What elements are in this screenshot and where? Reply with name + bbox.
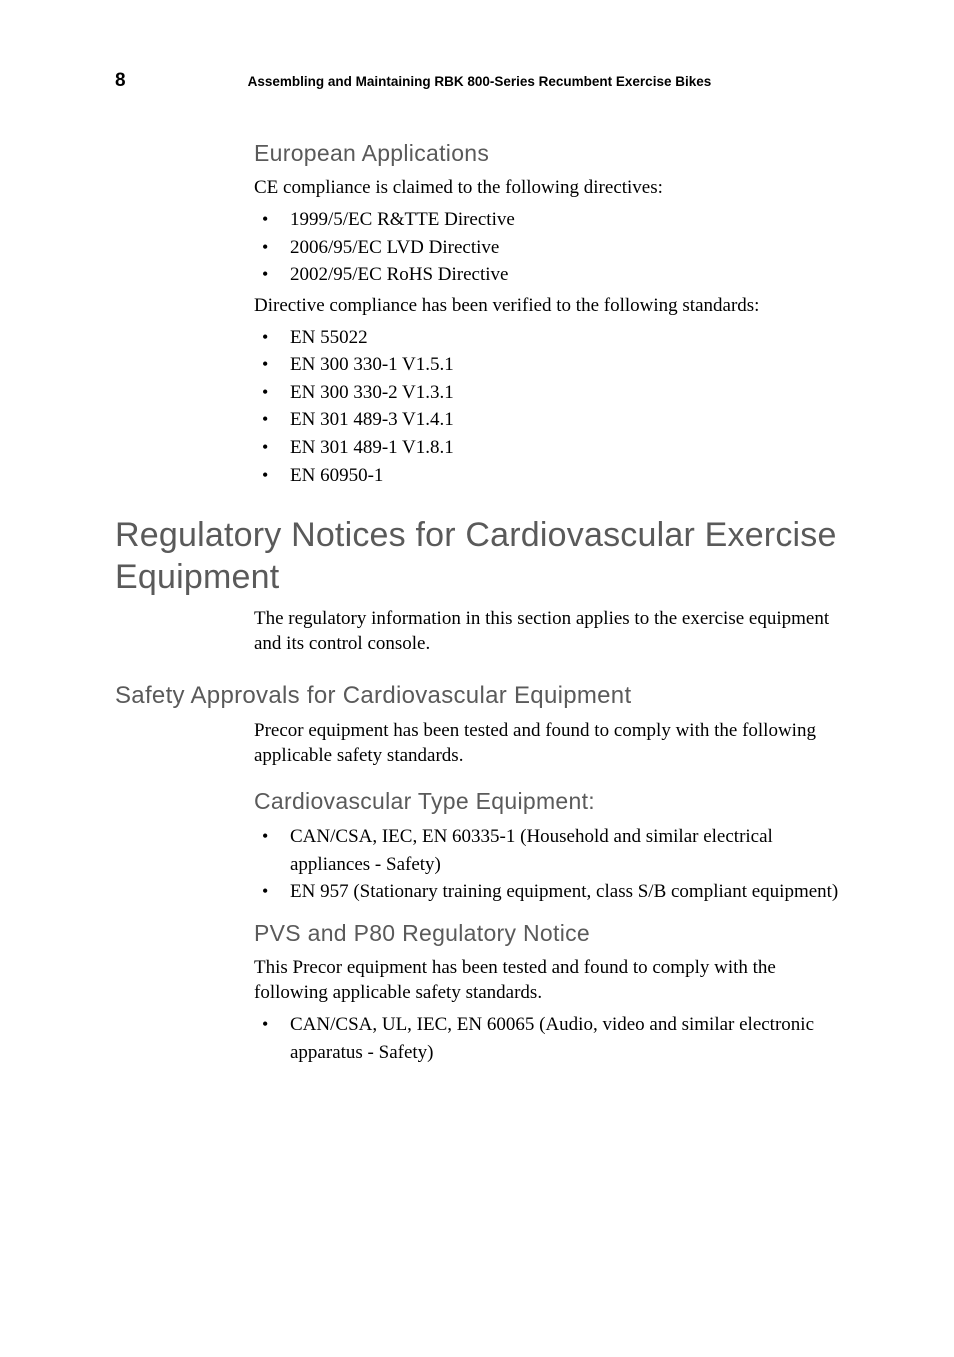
list-item: EN 300 330-2 V1.3.1 [254, 379, 839, 407]
european-section: European Applications CE compliance is c… [254, 140, 839, 489]
page-header: 8 Assembling and Maintaining RBK 800-Ser… [115, 70, 839, 92]
pvs-section: PVS and P80 Regulatory Notice This Preco… [254, 920, 839, 1066]
safety-title: Safety Approvals for Cardiovascular Equi… [115, 682, 839, 710]
list-item: CAN/CSA, IEC, EN 60335-1 (Household and … [254, 823, 839, 878]
list-item: EN 301 489-1 V1.8.1 [254, 434, 839, 462]
list-item: EN 60950-1 [254, 462, 839, 490]
cardio-type-list: CAN/CSA, IEC, EN 60335-1 (Household and … [254, 823, 839, 906]
european-title: European Applications [254, 140, 839, 167]
regulatory-title: Regulatory Notices for Cardiovascular Ex… [115, 515, 839, 598]
list-item: CAN/CSA, UL, IEC, EN 60065 (Audio, video… [254, 1011, 839, 1066]
pvs-title: PVS and P80 Regulatory Notice [254, 920, 839, 947]
cardio-type-section: Cardiovascular Type Equipment: CAN/CSA, … [254, 788, 839, 906]
regulatory-body: The regulatory information in this secti… [254, 606, 839, 656]
safety-intro: Precor equipment has been tested and fou… [254, 718, 839, 768]
safety-body: Precor equipment has been tested and fou… [254, 718, 839, 768]
list-item: 1999/5/EC R&TTE Directive [254, 206, 839, 234]
page-number: 8 [115, 70, 126, 92]
list-item: EN 957 (Stationary training equipment, c… [254, 878, 839, 906]
list-item: EN 301 489-3 V1.4.1 [254, 406, 839, 434]
regulatory-intro: The regulatory information in this secti… [254, 606, 839, 656]
list-item: 2006/95/EC LVD Directive [254, 234, 839, 262]
safety-section: Safety Approvals for Cardiovascular Equi… [115, 682, 839, 710]
running-title: Assembling and Maintaining RBK 800-Serie… [248, 74, 712, 89]
european-intro: CE compliance is claimed to the followin… [254, 175, 839, 200]
regulatory-section: Regulatory Notices for Cardiovascular Ex… [115, 515, 839, 598]
standards-intro: Directive compliance has been verified t… [254, 293, 839, 318]
cardio-type-title: Cardiovascular Type Equipment: [254, 788, 839, 815]
pvs-list: CAN/CSA, UL, IEC, EN 60065 (Audio, video… [254, 1011, 839, 1066]
list-item: 2002/95/EC RoHS Directive [254, 261, 839, 289]
pvs-intro: This Precor equipment has been tested an… [254, 955, 839, 1005]
page-container: 8 Assembling and Maintaining RBK 800-Ser… [0, 0, 954, 1110]
standards-list: EN 55022 EN 300 330-1 V1.5.1 EN 300 330-… [254, 324, 839, 489]
list-item: EN 55022 [254, 324, 839, 352]
directives-list: 1999/5/EC R&TTE Directive 2006/95/EC LVD… [254, 206, 839, 289]
list-item: EN 300 330-1 V1.5.1 [254, 351, 839, 379]
